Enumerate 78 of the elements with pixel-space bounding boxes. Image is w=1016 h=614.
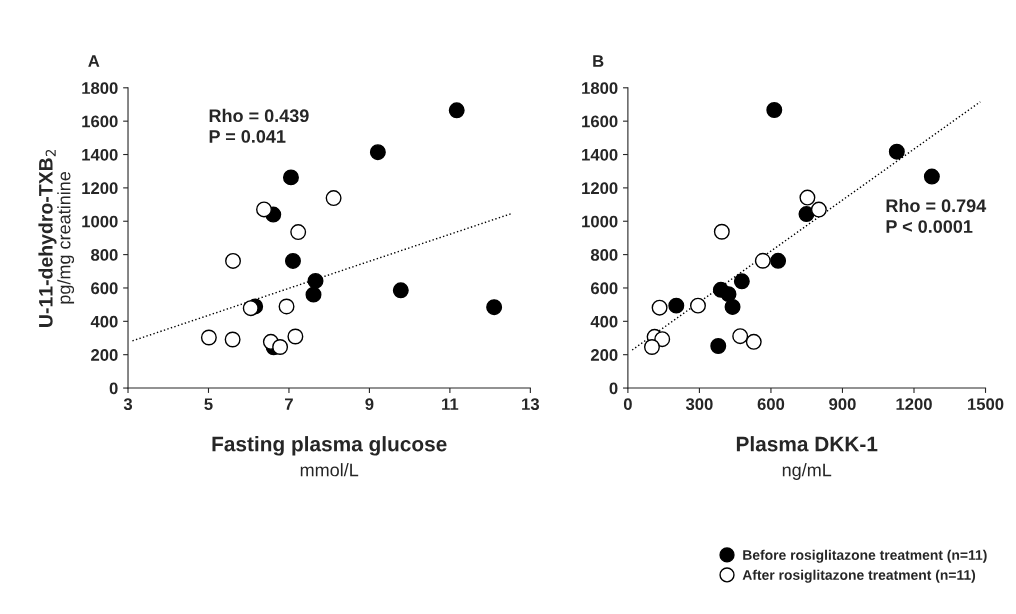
y-tick-label: 1000 xyxy=(582,215,618,228)
x-tick-label: 13 xyxy=(522,398,540,411)
point xyxy=(713,223,730,240)
point xyxy=(745,333,762,350)
point xyxy=(724,299,741,315)
point xyxy=(284,252,301,269)
y-tick-label: 0 xyxy=(609,382,618,395)
y-tick-label: 200 xyxy=(590,349,618,361)
x-tick-label: 5 xyxy=(204,398,213,411)
x-axis-title: Fasting plasma glucose mmol/L xyxy=(212,436,447,477)
point xyxy=(290,224,307,241)
x-axis-title: Plasma DKK-1 ng/mL xyxy=(736,436,878,480)
point xyxy=(448,102,465,119)
y-tick-label: 600 xyxy=(590,282,618,295)
point xyxy=(651,299,668,316)
legend-label: After rosiglitazone treatment (n=11) xyxy=(742,569,976,583)
x-tick-label: 300 xyxy=(685,398,713,411)
y-tick-label: 400 xyxy=(90,315,118,328)
y-tick-label: 1600 xyxy=(82,115,118,128)
point xyxy=(923,168,940,185)
point xyxy=(305,286,322,303)
y-tick-label: 1400 xyxy=(82,148,118,161)
point xyxy=(888,143,905,160)
y-tick-label: 800 xyxy=(590,249,618,261)
point xyxy=(668,297,685,314)
point xyxy=(643,339,660,355)
point xyxy=(710,338,727,354)
point xyxy=(225,252,242,269)
point xyxy=(754,252,771,269)
point xyxy=(690,297,706,314)
point xyxy=(272,339,289,355)
y-tick-label: 1200 xyxy=(582,182,618,195)
legend-label: Before rosiglitazone treatment (n=11) xyxy=(743,549,987,563)
point xyxy=(392,282,409,299)
x-tick-label: 11 xyxy=(442,398,459,410)
y-tick-label: 1800 xyxy=(82,82,118,95)
annotation: Rho = 0.439 P = 0.041 xyxy=(209,108,309,143)
point xyxy=(770,252,787,269)
point xyxy=(287,328,304,345)
x-tick-label: 3 xyxy=(123,398,133,411)
point xyxy=(224,331,241,348)
y-tick-label: 800 xyxy=(91,249,118,261)
point xyxy=(369,144,386,161)
y-tick-label: 1200 xyxy=(82,182,118,195)
x-tick-label: 1500 xyxy=(968,398,1004,411)
point xyxy=(810,201,827,218)
chart-title: B xyxy=(593,55,604,67)
x-tick-label: 1200 xyxy=(896,398,932,411)
point xyxy=(654,331,671,348)
point xyxy=(766,102,783,118)
x-tick-label: 900 xyxy=(829,398,856,411)
annotation: Rho = 0.794 P < 0.0001 xyxy=(886,198,987,233)
y-tick-label: 1600 xyxy=(582,115,618,128)
point xyxy=(486,299,503,316)
point xyxy=(256,201,272,218)
y-tick-label: 1400 xyxy=(582,148,618,161)
x-tick-label: 9 xyxy=(365,398,374,411)
y-tick-label: 600 xyxy=(91,282,118,295)
point xyxy=(282,169,299,186)
point xyxy=(307,272,324,289)
y-tick-label: 1800 xyxy=(582,82,618,95)
point xyxy=(799,189,816,206)
point xyxy=(798,206,815,223)
point xyxy=(200,329,217,346)
point xyxy=(278,298,295,315)
y-tick-label: 400 xyxy=(590,315,618,328)
point xyxy=(325,190,342,207)
y-axis-title: U-11-dehydro-TXB$_{2}$ pg/mg creatinine xyxy=(38,149,75,327)
x-tick-label: 600 xyxy=(757,398,785,411)
x-tick-label: 7 xyxy=(285,398,293,410)
x-tick-label: 0 xyxy=(623,398,632,411)
y-tick-label: 1000 xyxy=(82,215,118,228)
point xyxy=(720,286,737,303)
point xyxy=(733,273,750,290)
chart-title: A xyxy=(88,55,100,67)
y-tick-label: 200 xyxy=(91,349,118,361)
y-tick-label: 0 xyxy=(109,382,118,395)
point xyxy=(242,300,259,317)
